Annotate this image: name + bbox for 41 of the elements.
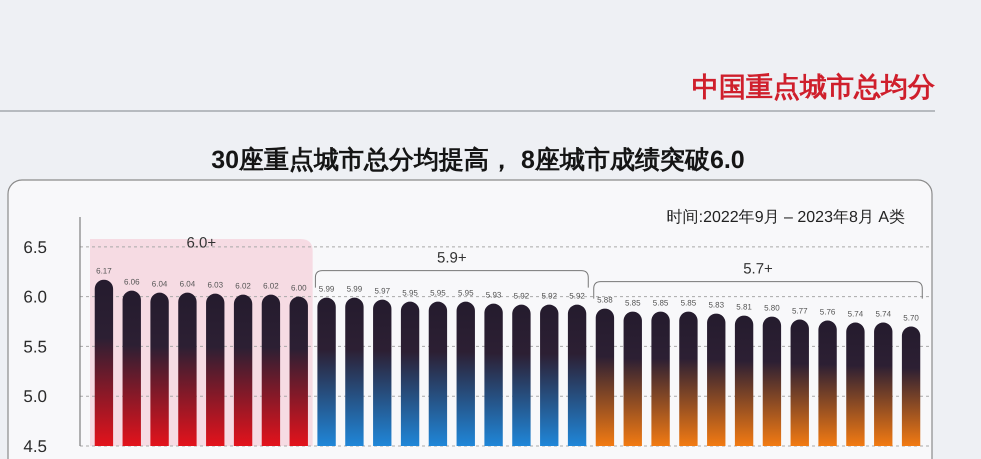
data-label: 5.85 (652, 298, 668, 308)
data-label: 5.74 (848, 310, 864, 319)
data-label: 5.74 (875, 310, 892, 319)
data-label: 5.81 (736, 302, 752, 312)
data-label: 6.00 (290, 284, 307, 293)
data-label: 5.99 (346, 284, 362, 294)
group-label: 5.7+ (743, 260, 773, 278)
data-label: 5.85 (624, 298, 641, 308)
data-label: 6.03 (207, 280, 224, 290)
data-label: 6.04 (180, 280, 196, 289)
data-label: 5.92 (569, 292, 585, 301)
data-label: 5.97 (374, 286, 390, 296)
data-label: 5.76 (820, 308, 836, 317)
group-label: 6.0+ (186, 234, 216, 252)
data-label: 5.92 (541, 292, 558, 301)
group-label: 5.9+ (437, 250, 467, 267)
y-tick-label: 4.5 (23, 437, 47, 456)
chart-title: 中国重点城市总均分 (692, 72, 936, 102)
data-label: 5.70 (903, 314, 919, 323)
data-label: 5.85 (680, 298, 696, 308)
y-tick-label: 6.0 (23, 288, 47, 307)
chart-subtitle: 30座重点城市总分均提高， 8座城市成绩突破6.0 (211, 146, 745, 174)
data-label: 6.02 (235, 282, 251, 291)
data-label: 5.95 (402, 288, 418, 298)
y-tick-label: 6.5 (23, 238, 47, 257)
y-tick-label: 5.0 (23, 387, 47, 406)
data-label: 5.95 (458, 288, 474, 298)
data-label: 6.04 (152, 280, 168, 289)
data-label: 5.99 (318, 284, 334, 294)
data-label: 5.92 (514, 292, 530, 301)
data-label: 5.83 (708, 300, 724, 310)
data-label: 5.95 (430, 288, 446, 298)
data-label: 6.06 (124, 278, 140, 287)
data-label: 5.93 (486, 290, 502, 300)
data-label: 5.77 (792, 306, 808, 316)
data-label: 5.80 (764, 304, 780, 313)
data-label: 6.17 (96, 266, 112, 276)
data-label: 5.88 (597, 296, 613, 305)
annotation: 时间:2022年9月 – 2023年8月 A类 (666, 208, 905, 226)
data-label: 6.02 (263, 282, 279, 291)
y-tick-label: 5.5 (23, 337, 47, 356)
